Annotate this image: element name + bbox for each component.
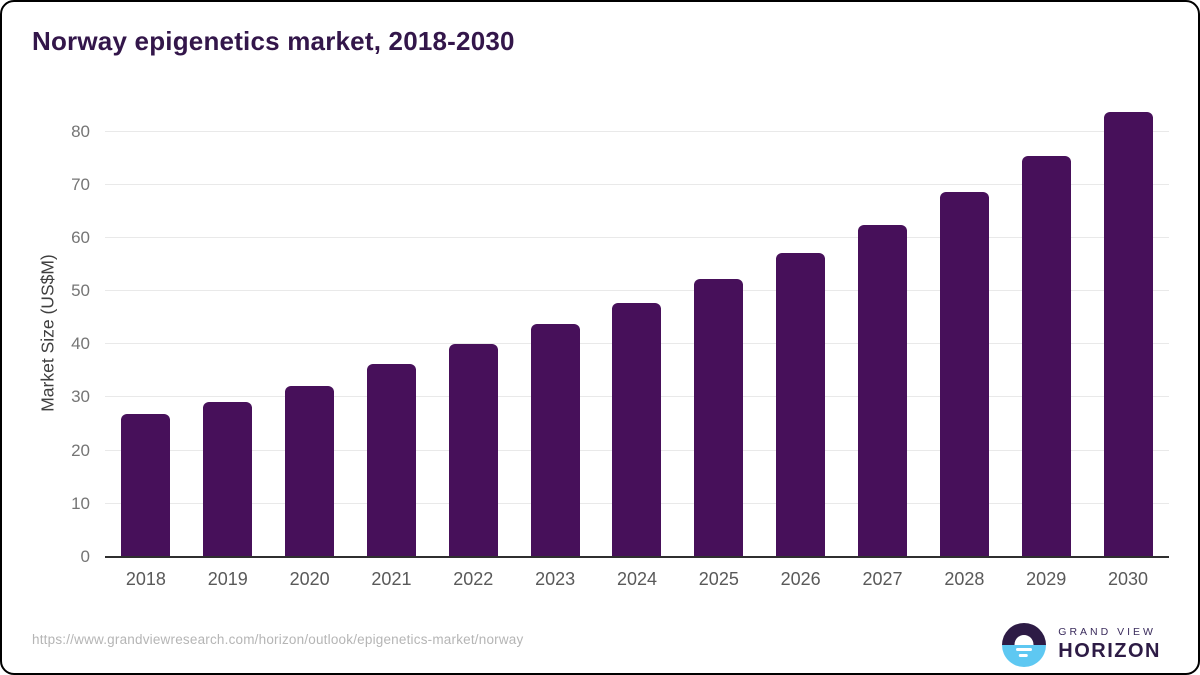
x-tick-label-2028: 2028: [944, 569, 985, 589]
bar-2027: [858, 224, 908, 557]
gridline-70: [105, 183, 1169, 185]
logo-brand-name: GRAND VIEW: [1058, 626, 1156, 638]
y-tick-label-10: 10: [71, 493, 90, 513]
logo-text: GRAND VIEW HORIZON: [1058, 626, 1161, 663]
x-tick-label-2018: 2018: [125, 569, 166, 589]
x-tick-label-2026: 2026: [780, 569, 821, 589]
x-axis-line: [105, 556, 1169, 558]
bar-2028: [939, 192, 989, 557]
source-url: https://www.grandviewresearch.com/horizo…: [32, 632, 524, 647]
bar-slot-2018: [105, 105, 187, 557]
bar-slot-2025: [678, 105, 760, 557]
bar-slot-2027: [842, 105, 924, 557]
bar-slot-2029: [1005, 105, 1087, 557]
bar-2025: [694, 279, 744, 557]
logo-sun-shape: [1014, 634, 1034, 645]
bar-2018: [121, 413, 171, 557]
bar-2024: [612, 303, 662, 557]
bars-layer: [105, 105, 1169, 557]
x-tick-label-2029: 2029: [1026, 569, 1067, 589]
y-tick-label-20: 20: [71, 440, 90, 460]
y-tick-label-50: 50: [71, 281, 90, 301]
brand-logo: GRAND VIEW HORIZON: [1002, 622, 1161, 667]
bar-2022: [448, 343, 498, 557]
logo-product-name: HORIZON: [1058, 640, 1161, 662]
bar-slot-2023: [514, 105, 596, 557]
y-tick-label-40: 40: [71, 334, 90, 354]
x-tick-label-2022: 2022: [453, 569, 494, 589]
bar-slot-2028: [923, 105, 1005, 557]
y-tick-label-60: 60: [71, 227, 90, 247]
bar-2030: [1103, 112, 1153, 557]
bar-slot-2022: [432, 105, 514, 557]
bar-2020: [285, 385, 335, 557]
bar-slot-2024: [596, 105, 678, 557]
x-tick-label-2023: 2023: [535, 569, 576, 589]
logo-sky-half: [1002, 622, 1047, 645]
x-tick-label-2025: 2025: [698, 569, 739, 589]
bar-2029: [1021, 155, 1071, 557]
horizon-sun-icon: [1002, 622, 1047, 667]
bar-slot-2019: [187, 105, 269, 557]
bar-2023: [530, 324, 580, 557]
chart-title: Norway epigenetics market, 2018-2030: [32, 26, 515, 56]
logo-reflection-line-2: [1019, 653, 1029, 657]
gridline-50: [105, 290, 1169, 292]
x-tick-label-2020: 2020: [289, 569, 330, 589]
logo-reflection-line-1: [1016, 647, 1033, 651]
bar-slot-2030: [1087, 105, 1169, 557]
plot-area: 0 10 20 30 40 50 60 70 80 2018 2019 2020 2021 2022 20…: [71, 105, 1169, 589]
y-tick-label-0: 0: [80, 547, 90, 566]
bar-2026: [776, 253, 826, 557]
y-tick-label-70: 70: [71, 174, 90, 194]
y-tick-label-30: 30: [71, 387, 90, 407]
y-tick-label-80: 80: [71, 121, 90, 141]
gridline-60: [105, 236, 1169, 238]
x-tick-label-2021: 2021: [371, 569, 412, 589]
bar-slot-2026: [760, 105, 842, 557]
bar-slot-2020: [269, 105, 351, 557]
bar-2021: [366, 363, 416, 557]
bar-2019: [203, 401, 253, 557]
x-tick-label-2030: 2030: [1108, 569, 1149, 589]
bar-slot-2021: [351, 105, 433, 557]
x-tick-label-2019: 2019: [207, 569, 248, 589]
x-tick-labels: 2018 2019 2020 2021 2022 2023 2024 2025 2026 2027…: [105, 569, 1169, 590]
x-tick-label-2024: 2024: [616, 569, 657, 589]
gridline-80: [105, 130, 1169, 132]
x-tick-label-2027: 2027: [862, 569, 903, 589]
